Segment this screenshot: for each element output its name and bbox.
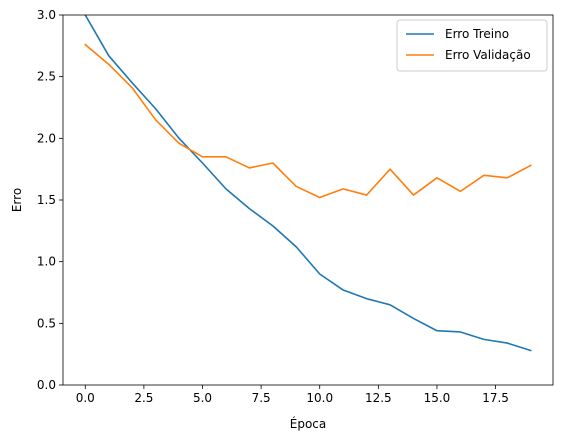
y-tick-label: 2.5 — [37, 70, 56, 84]
x-tick-label: 7.5 — [252, 391, 271, 405]
x-tick-label: 12.5 — [365, 391, 392, 405]
legend: Erro Treino Erro Validação — [396, 19, 548, 72]
y-axis: 0.0 0.5 1.0 1.5 2.0 2.5 3.0 — [37, 8, 63, 392]
y-tick-label: 2.0 — [37, 131, 56, 145]
y-tick-label: 0.0 — [37, 378, 56, 392]
x-tick-label: 5.0 — [193, 391, 212, 405]
x-axis-label: Época — [290, 416, 327, 431]
x-tick-label: 0.0 — [76, 391, 95, 405]
legend-label-train: Erro Treino — [445, 27, 509, 41]
series-line-validation — [84, 43, 532, 199]
y-tick-label: 1.5 — [37, 193, 56, 207]
legend-box — [396, 19, 548, 72]
x-tick-label: 2.5 — [134, 391, 153, 405]
y-axis-label: Erro — [10, 188, 24, 212]
x-tick-label: 17.5 — [482, 391, 509, 405]
plot-lines — [84, 15, 532, 352]
x-tick-label: 10.0 — [306, 391, 333, 405]
x-axis: 0.0 2.5 5.0 7.5 10.0 12.5 15.0 17.5 — [76, 385, 509, 405]
y-tick-label: 3.0 — [37, 8, 56, 22]
y-tick-label: 0.5 — [37, 316, 56, 330]
legend-label-validation: Erro Validação — [445, 48, 531, 62]
y-tick-label: 1.0 — [37, 255, 56, 269]
series-line-train — [84, 15, 532, 352]
x-tick-label: 15.0 — [424, 391, 451, 405]
